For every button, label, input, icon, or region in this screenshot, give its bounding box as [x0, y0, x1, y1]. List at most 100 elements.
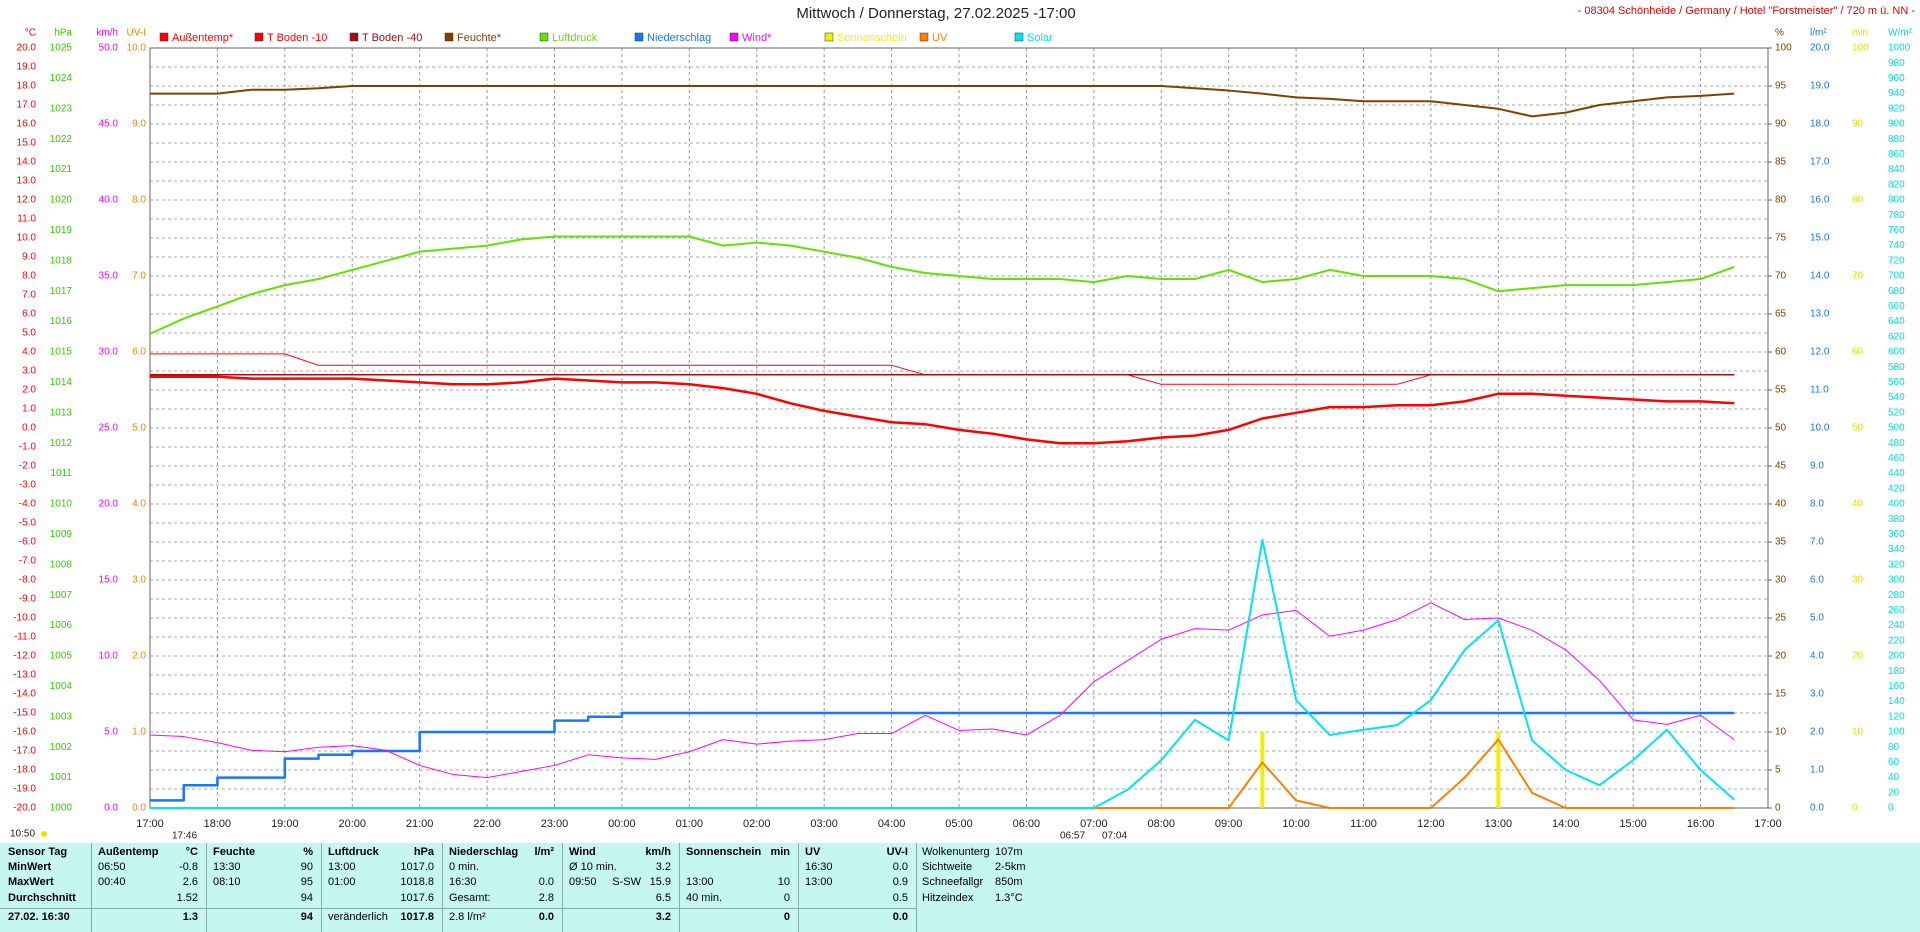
legend-swatch — [159, 32, 169, 42]
cell: 06:50 — [98, 861, 126, 873]
y-tick-label: 2.0 — [1810, 727, 1824, 738]
y-tick-label: 13.0 — [1810, 309, 1830, 320]
y-tick-label: 5.0 — [22, 328, 36, 339]
row-label: 27.02. 16:30 — [8, 911, 70, 923]
column-divider — [206, 843, 207, 932]
y-tick-label: -13.0 — [13, 670, 36, 681]
y-tick-label: 14.0 — [1810, 271, 1830, 282]
x-tick-label: 07:00 — [1080, 818, 1108, 830]
axis-unit: hPa — [54, 28, 72, 39]
y-tick-label: 40.0 — [99, 195, 119, 206]
y-tick-label: 1022 — [50, 134, 73, 145]
y-tick-label: 2.0 — [132, 651, 146, 662]
axis-unit: % — [1775, 28, 1784, 39]
chart: Mittwoch / Donnerstag, 27.02.2025 -17:00… — [10, 5, 1915, 842]
axis-unit: min — [1852, 28, 1868, 39]
y-tick-label: 20.0 — [99, 499, 119, 510]
x-tick-label: 15:00 — [1619, 818, 1647, 830]
series-line — [149, 602, 1735, 779]
y-tick-label: 0 — [1775, 803, 1781, 814]
cell: 16:30 — [449, 876, 477, 888]
group-unit: min — [770, 846, 790, 858]
group-title: Niederschlag — [449, 846, 519, 858]
y-tick-label: 75 — [1775, 233, 1787, 244]
y-tick-label: 0.0 — [104, 803, 118, 814]
y-tick-label: 1019 — [50, 225, 73, 236]
y-tick-label: 50 — [1775, 423, 1787, 434]
y-tick-label: 1021 — [50, 164, 73, 175]
y-tick-label: 1017 — [50, 286, 73, 297]
cell-value: 3.2 — [655, 911, 671, 923]
y-tick-label: -10.0 — [13, 613, 36, 624]
cell-value: 2.6 — [182, 876, 198, 888]
y-tick-label: 7.0 — [132, 271, 146, 282]
y-tick-label: 12.0 — [17, 195, 37, 206]
y-tick-label: 1013 — [50, 407, 73, 418]
y-tick-label: 920 — [1888, 103, 1905, 114]
y-tick-label: 1003 — [50, 711, 73, 722]
legend-swatch — [919, 32, 929, 42]
cell-value: 95 — [300, 876, 313, 888]
axis-unit: l/m² — [1810, 28, 1827, 39]
x-tick-label: 04:00 — [878, 818, 906, 830]
y-tick-label: -12.0 — [13, 651, 36, 662]
y-tick-label: 1000 — [1888, 43, 1911, 54]
y-tick-label: 1004 — [50, 681, 73, 692]
y-tick-label: 840 — [1888, 164, 1905, 175]
series-line — [150, 538, 1735, 809]
legend-swatch — [444, 32, 454, 42]
y-tick-label: 90 — [1852, 119, 1864, 130]
y-tick-label: 1025 — [50, 43, 73, 54]
y-tick-label: 0.0 — [1810, 803, 1824, 814]
y-tick-label: 980 — [1888, 58, 1905, 69]
y-tick-label: 860 — [1888, 149, 1905, 160]
cell: 13:00 — [805, 876, 833, 888]
column-divider — [91, 843, 92, 932]
cell-value: 94 — [300, 911, 313, 923]
y-tick-label: 680 — [1888, 286, 1905, 297]
extra-value: 850m — [995, 876, 1023, 888]
x-tick-label: 08:00 — [1147, 818, 1175, 830]
x-tick-label: 14:00 — [1552, 818, 1580, 830]
column-divider — [442, 843, 443, 932]
legend-swatch — [349, 32, 359, 42]
y-tick-label: 6.0 — [132, 347, 146, 358]
y-tick-label: 1014 — [50, 377, 73, 388]
y-tick-label: 15.0 — [17, 138, 37, 149]
legend-label: Wind* — [742, 32, 772, 44]
y-tick-label: 95 — [1775, 81, 1787, 92]
x-tick-label: 23:00 — [541, 818, 569, 830]
cell-value: 1017.6 — [400, 892, 434, 904]
y-tick-label: 5.0 — [104, 727, 118, 738]
y-tick-label: 14.0 — [17, 157, 37, 168]
cell-value: 15.9 — [649, 876, 671, 888]
y-tick-label: -11.0 — [14, 632, 36, 643]
axis-unit: W/m² — [1888, 28, 1913, 39]
y-tick-label: 55 — [1775, 385, 1787, 396]
y-tick-label: -16.0 — [13, 727, 36, 738]
y-tick-label: 5.0 — [132, 423, 146, 434]
group-unit: l/m² — [534, 846, 554, 858]
y-tick-label: 8.0 — [22, 271, 36, 282]
y-tick-label: 100 — [1775, 43, 1792, 54]
y-tick-label: 15.0 — [1810, 233, 1830, 244]
y-tick-label: 1008 — [50, 559, 73, 570]
extra-label: Hitzeindex — [922, 892, 974, 904]
y-tick-label: 8.0 — [1810, 499, 1824, 510]
series-line — [150, 375, 1735, 445]
y-tick-label: 40 — [1775, 499, 1787, 510]
y-tick-label: 8.0 — [132, 195, 146, 206]
y-tick-label: 10.0 — [17, 233, 37, 244]
legend-label: Feuchte* — [457, 32, 502, 44]
y-tick-label: 35.0 — [99, 271, 119, 282]
extra-label: Schneefallgr — [922, 876, 984, 888]
y-tick-label: 640 — [1888, 316, 1905, 327]
y-tick-label: 900 — [1888, 119, 1905, 130]
x-tick-label: 21:00 — [406, 818, 434, 830]
cell: 09:50 — [569, 876, 597, 888]
group-unit: % — [303, 846, 313, 858]
y-tick-label: -20.0 — [13, 803, 36, 814]
y-tick-label: 19.0 — [1810, 81, 1830, 92]
y-tick-label: -5.0 — [19, 518, 37, 529]
annotation: 07:04 — [1102, 831, 1127, 842]
